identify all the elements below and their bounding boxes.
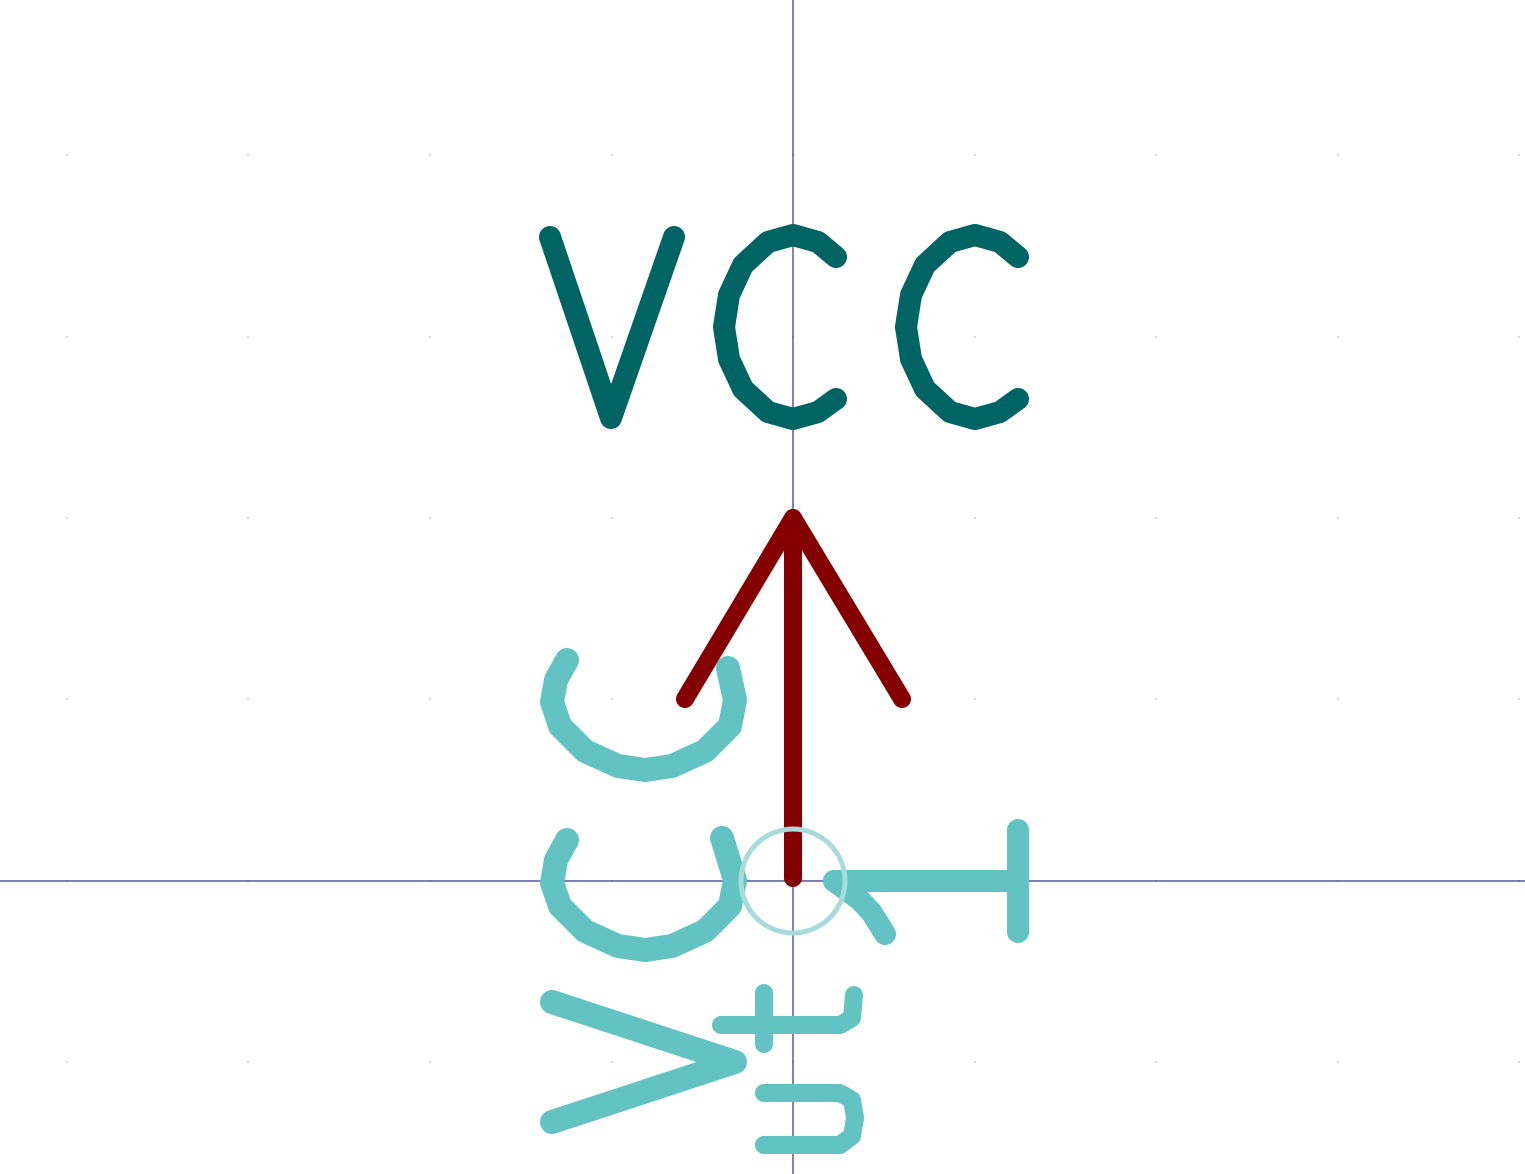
grid-dot [66,1061,68,1063]
power-arrow-symbol[interactable] [676,509,911,887]
grid-dot [1155,517,1157,519]
pin-type-letter-t [712,984,863,1053]
grid-dot [66,154,68,156]
pin-end-circle[interactable] [738,826,848,936]
grid-dot [1337,698,1339,700]
pin-name-letter-c1 [540,648,747,782]
grid-dot [429,1061,431,1063]
grid-dot [247,336,249,338]
grid-dot [1337,336,1339,338]
value-letter-c1 [713,224,847,430]
grid-dot [1518,1061,1520,1063]
grid-dot [974,154,976,156]
grid-dot [611,517,613,519]
grid-dot [429,698,431,700]
grid-dot [247,698,249,700]
pin-type-letter-u [755,1084,864,1154]
grid-dot [1518,698,1520,700]
pin-type-label[interactable]: ut [712,984,864,1154]
grid-dot [611,336,613,338]
grid-dot [1155,1061,1157,1063]
grid-dot [974,517,976,519]
value-letter-v [539,226,685,429]
pin-name-vcc[interactable]: VCC [540,648,747,1134]
pin-number-flag [823,870,896,945]
grid-dot [247,154,249,156]
value-label-vcc[interactable]: VCC [539,224,1029,430]
grid-dot [429,517,431,519]
grid-dot [974,698,976,700]
grid-dot [974,336,976,338]
grid-dot [1518,154,1520,156]
grid-dot [1337,1061,1339,1063]
grid-dot [1518,336,1520,338]
pin-name-letter-v [540,990,747,1134]
grid-dot [611,698,613,700]
value-letter-c2 [895,224,1029,430]
pin-name-letter-c2 [540,826,747,962]
grid-dot [1155,336,1157,338]
grid-dot [429,154,431,156]
grid-dot [429,336,431,338]
grid-dot [66,336,68,338]
grid-dot [1155,154,1157,156]
grid-dot [247,1061,249,1063]
grid-dot [247,517,249,519]
grid-dot [611,154,613,156]
grid-dot [611,1061,613,1063]
grid-dot [1518,517,1520,519]
grid-dot [974,1061,976,1063]
power-arrow-head [676,509,911,708]
pin-number-1[interactable]: 1 [823,819,1029,945]
grid-dot [1155,698,1157,700]
grid-dot [1337,154,1339,156]
grid-dot [1337,517,1339,519]
grid-dot [66,698,68,700]
grid-dot [66,517,68,519]
